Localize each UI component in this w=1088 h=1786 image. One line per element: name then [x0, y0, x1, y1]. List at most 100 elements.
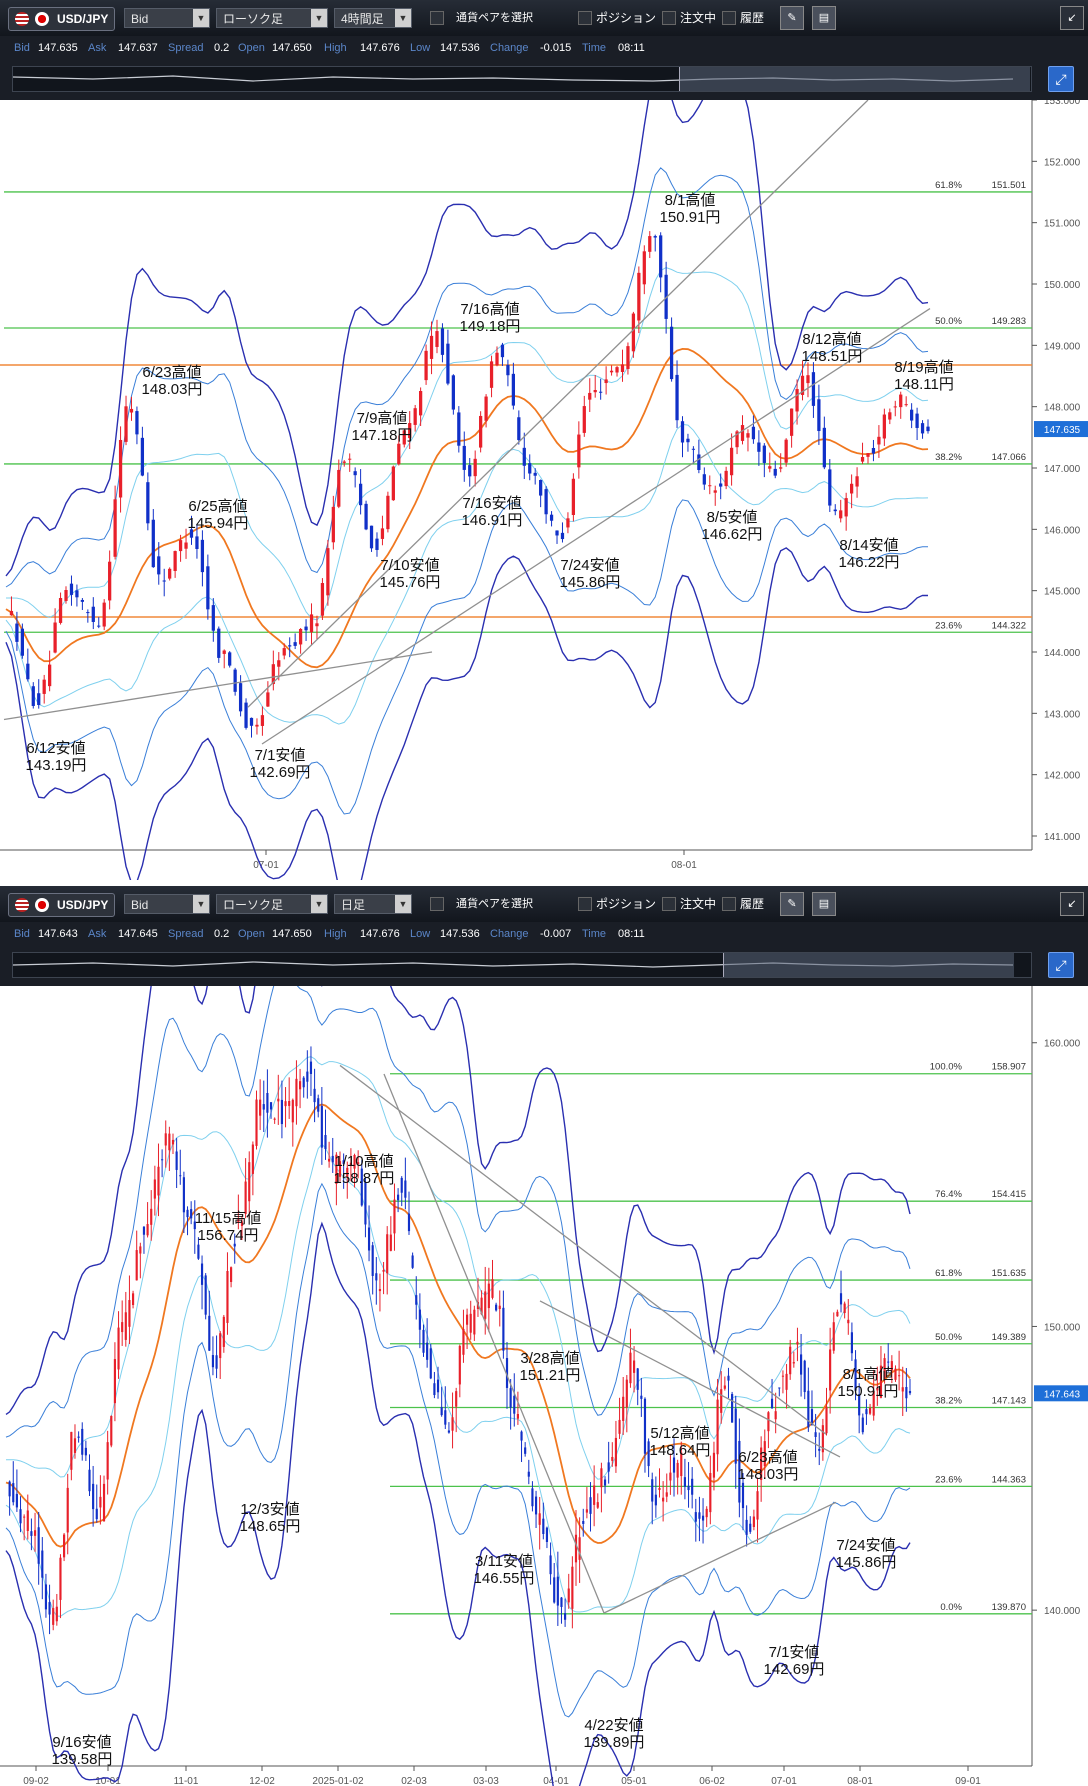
timeframe-select[interactable]: 日足 ▼: [334, 894, 412, 914]
candle-body: [620, 364, 625, 372]
candle-body: [244, 1181, 247, 1214]
candle-body: [48, 664, 52, 687]
candle-body: [161, 1159, 164, 1161]
orders-checkbox[interactable]: [662, 11, 676, 25]
pair-select-checkbox[interactable]: [430, 11, 444, 25]
candle-body: [520, 1431, 523, 1441]
bollinger-upper-3sigma: [5, 986, 911, 1415]
candle-body: [118, 439, 123, 498]
candle-body: [397, 443, 401, 465]
history-checkbox[interactable]: [722, 897, 736, 911]
candle-body: [69, 583, 74, 595]
candle-body: [729, 447, 734, 476]
candle-body: [669, 1472, 672, 1481]
candle-body: [59, 1557, 62, 1600]
candle-body: [694, 1512, 697, 1522]
candle-body: [698, 1512, 701, 1519]
pair-select-label: 通貨ペアを選択: [456, 898, 533, 910]
candle-body: [249, 717, 254, 726]
history-checkbox[interactable]: [722, 11, 736, 25]
candle-body: [806, 375, 810, 384]
chevron-down-icon: ▼: [193, 895, 209, 913]
candlestick-chart-4h[interactable]: 141.000 142.000 143.000 144.000 145.000 146.0…: [0, 100, 1088, 880]
settings-icon[interactable]: ▤: [812, 6, 836, 30]
candle-body: [331, 506, 335, 543]
candle-body: [237, 1219, 240, 1223]
price-type-select[interactable]: Bid ▼: [124, 894, 210, 914]
candle-body: [893, 406, 897, 408]
candle-body: [208, 1315, 211, 1351]
currency-pair-button[interactable]: USD/JPY: [8, 7, 116, 31]
open-value: 147.650: [272, 928, 312, 940]
candle-body: [222, 1316, 225, 1347]
settings-icon[interactable]: ▤: [812, 892, 836, 916]
spread-value: 0.2: [214, 928, 230, 940]
annotation-label: 6/23高値: [142, 364, 201, 381]
candle-body: [259, 1099, 262, 1116]
candle-body: [462, 1328, 465, 1355]
candle-body: [680, 421, 685, 443]
candle-body: [106, 1442, 109, 1480]
currency-pair-button[interactable]: USD/JPY: [8, 893, 116, 917]
x-tick-label: 05-01: [621, 1776, 647, 1786]
navigator-scrollbar[interactable]: [12, 952, 1032, 978]
candle-body: [564, 1613, 567, 1620]
chart-style-select[interactable]: ローソク足 ▼: [216, 8, 328, 28]
candle-body: [178, 540, 183, 552]
expand-icon[interactable]: ⤢: [1048, 952, 1074, 978]
candle-body: [266, 1092, 269, 1113]
draw-tool-icon[interactable]: ✎: [780, 892, 804, 916]
candle-body: [269, 1102, 273, 1110]
candle-body: [593, 1485, 596, 1505]
minimize-icon[interactable]: ↙: [1060, 892, 1084, 916]
candle-body: [596, 1502, 599, 1508]
candle-body: [556, 1576, 559, 1606]
timeframe-select[interactable]: 4時間足 ▼: [334, 8, 412, 28]
candle-body: [647, 1441, 650, 1467]
candle-body: [304, 626, 308, 631]
navigator-scrollbar[interactable]: [12, 66, 1032, 92]
candle-body: [544, 489, 548, 515]
history-label: 履歴: [740, 11, 765, 25]
annotation-price: 145.76円: [380, 574, 441, 591]
expand-icon[interactable]: ⤢: [1048, 66, 1074, 92]
candle-body: [53, 622, 57, 653]
draw-tool-icon[interactable]: ✎: [780, 6, 804, 30]
position-checkbox[interactable]: [578, 11, 592, 25]
spread-value: 0.2: [214, 42, 230, 54]
fibonacci-percent-label: 38.2%: [935, 452, 962, 463]
position-checkbox[interactable]: [578, 897, 592, 911]
candle-body: [436, 1379, 440, 1393]
candle-body: [683, 1477, 686, 1487]
candle-body: [480, 1297, 483, 1315]
candle-body: [110, 1415, 113, 1446]
pair-label: USD/JPY: [57, 898, 109, 912]
candlestick-chart-daily[interactable]: 140.000 150.000 160.000 09-02 10-01 11-01 12-0…: [0, 986, 1088, 1786]
price-type-select[interactable]: Bid ▼: [124, 8, 210, 28]
candle-body: [30, 1531, 33, 1536]
x-tick-label: 11-01: [174, 1776, 199, 1786]
candle-body: [37, 693, 41, 705]
y-tick-label: 140.000: [1044, 1606, 1081, 1617]
navigator-window-handle[interactable]: [723, 953, 1014, 977]
orders-checkbox[interactable]: [662, 897, 676, 911]
navigator-window-handle[interactable]: [679, 67, 1030, 91]
candle-body: [277, 660, 281, 667]
chart-style-select[interactable]: ローソク足 ▼: [216, 894, 328, 914]
chevron-down-icon: ▼: [311, 9, 327, 27]
candle-body: [92, 1483, 95, 1510]
candle-body: [315, 623, 319, 627]
trendline: [603, 1501, 837, 1614]
candle-body: [789, 408, 794, 436]
candle-body: [353, 471, 357, 476]
candle-body: [255, 1099, 258, 1146]
annotation-label: 7/10安値: [380, 557, 439, 574]
annotation-label: 4/22安値: [584, 1717, 643, 1734]
candle-body: [712, 1452, 716, 1478]
history-label: 履歴: [740, 897, 765, 911]
candle-body: [200, 1263, 204, 1285]
minimize-icon[interactable]: ↙: [1060, 6, 1084, 30]
candle-body: [402, 430, 406, 445]
pair-select-checkbox[interactable]: [430, 897, 444, 911]
candle-body: [719, 483, 723, 487]
